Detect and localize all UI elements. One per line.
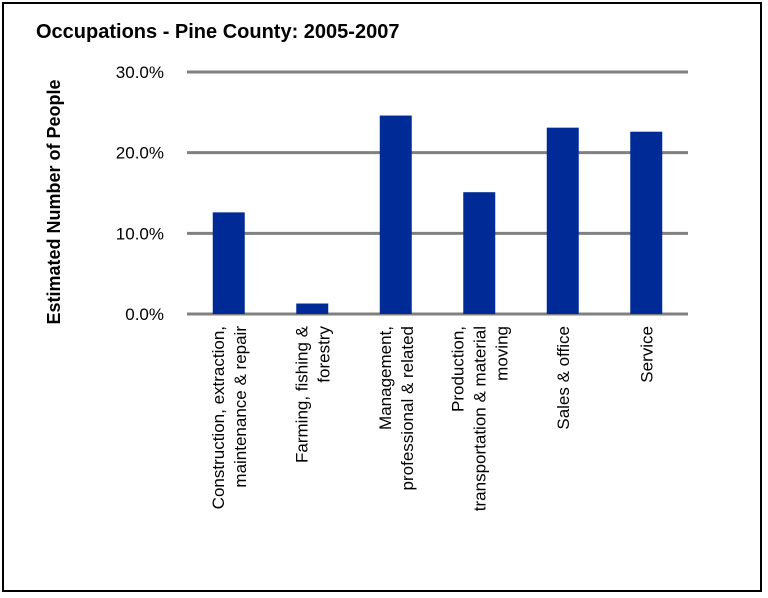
- bar: [379, 115, 412, 314]
- y-axis-tick-labels: 0.0% 10.0% 20.0% 30.0%: [116, 63, 164, 324]
- x-tick-label-line: Management,: [376, 326, 395, 430]
- x-tick-label-line: transportation & material: [470, 326, 489, 511]
- x-tick-label: Sales & office: [554, 326, 573, 430]
- chart-title: Occupations - Pine County: 2005-2007: [36, 21, 399, 43]
- y-tick-label: 30.0%: [116, 63, 164, 82]
- y-tick-label: 20.0%: [116, 144, 164, 163]
- x-tick-label-line: professional & related: [398, 326, 417, 490]
- bar-chart: Occupations - Pine County: 2005-2007 0.0…: [36, 21, 688, 511]
- x-tick-label-line: Construction, extraction,: [209, 326, 228, 509]
- x-tick-label: Construction, extraction, maintenance & r…: [209, 326, 250, 510]
- bar: [546, 127, 579, 314]
- x-axis-category-labels: Construction, extraction, maintenance & r…: [209, 325, 657, 511]
- x-tick-label-line: Service: [637, 326, 656, 383]
- bar: [463, 192, 496, 314]
- x-tick-label: Service: [637, 326, 656, 383]
- x-tick-label: Production, transportation & material movi…: [448, 326, 511, 511]
- x-tick-label: Management, professional & related: [376, 326, 417, 490]
- y-tick-label: 0.0%: [125, 305, 164, 324]
- x-tick-label-line: Sales & office: [554, 326, 573, 430]
- x-tick-label-line: Farming, fishing &: [292, 325, 311, 463]
- bar: [212, 212, 245, 314]
- bars: [212, 115, 663, 314]
- y-tick-label: 10.0%: [116, 224, 164, 243]
- x-tick-label-line: maintenance & repair: [231, 326, 250, 488]
- x-tick-label-line: moving: [492, 326, 511, 381]
- bar: [630, 131, 663, 314]
- bar: [296, 303, 329, 314]
- chart-frame: Occupations - Pine County: 2005-2007 0.0…: [2, 2, 762, 592]
- x-tick-label-line: forestry: [314, 326, 333, 383]
- x-tick-label-line: Production,: [448, 326, 467, 412]
- y-axis-label: Estimated Number of People: [44, 79, 64, 324]
- gridlines: [187, 70, 688, 316]
- x-tick-label: Farming, fishing & forestry: [292, 325, 333, 463]
